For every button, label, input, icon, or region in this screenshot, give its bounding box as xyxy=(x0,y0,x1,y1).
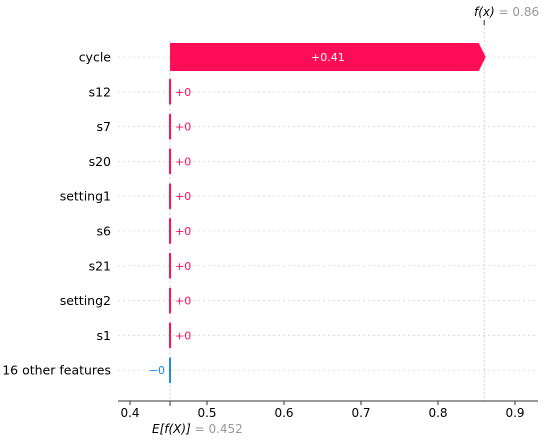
bar-value-label: +0 xyxy=(175,260,191,273)
bar-s20 xyxy=(169,148,172,175)
bar-value-label: +0 xyxy=(175,295,191,308)
bar-s1 xyxy=(169,322,172,349)
bar-s12 xyxy=(169,78,172,105)
feature-name-label: cycle xyxy=(79,50,112,65)
bar-s6 xyxy=(169,218,172,244)
base-value-label: E[f(X)] = 0.452 xyxy=(152,422,243,436)
x-tick-label: 0.4 xyxy=(120,406,139,420)
bar-s21 xyxy=(169,252,172,279)
x-tick-label: 0.9 xyxy=(505,406,524,420)
x-axis: 0.4 0.5 0.6 0.7 0.8 0.9 xyxy=(118,400,538,420)
feature-name-label: s20 xyxy=(89,154,111,169)
x-tick-label: 0.6 xyxy=(274,406,293,420)
x-tick-label: 0.8 xyxy=(428,406,447,420)
bar-value-label: +0 xyxy=(175,86,191,99)
bar-value-label: +0.41 xyxy=(311,51,345,64)
feature-name-label: s7 xyxy=(97,119,111,134)
bar-value-label: +0 xyxy=(175,329,191,342)
x-tick-label: 0.5 xyxy=(197,406,216,420)
bar-cycle xyxy=(170,43,486,71)
bar-setting1 xyxy=(169,183,172,210)
feature-name-label: s21 xyxy=(89,258,111,273)
x-tick-label: 0.7 xyxy=(351,406,370,420)
bar-value-label: −0 xyxy=(149,364,165,377)
bar-16-other-features xyxy=(169,357,172,384)
feature-name-label: setting1 xyxy=(60,189,111,204)
feature-name-label: s1 xyxy=(97,328,111,343)
guide-lines xyxy=(118,20,538,401)
feature-labels: +0.41 cycle +0 s12 +0 s7 +0 s20 +0 setting1 +0 s6 +0… xyxy=(2,50,345,378)
bar-value-label: +0 xyxy=(175,155,191,168)
output-value-label: f(x) = 0.86 xyxy=(474,5,539,19)
feature-name-label: 16 other features xyxy=(2,363,111,378)
bar-s7 xyxy=(169,113,172,140)
bar-setting2 xyxy=(169,287,172,314)
bar-value-label: +0 xyxy=(175,190,191,203)
feature-bars xyxy=(169,43,486,384)
feature-name-label: s6 xyxy=(97,224,112,239)
value-annotations: E[f(X)] = 0.452 f(x) = 0.86 xyxy=(152,5,539,436)
bar-value-label: +0 xyxy=(175,225,191,238)
bar-value-label: +0 xyxy=(175,121,191,134)
feature-name-label: setting2 xyxy=(60,293,111,308)
feature-name-label: s12 xyxy=(89,84,111,99)
